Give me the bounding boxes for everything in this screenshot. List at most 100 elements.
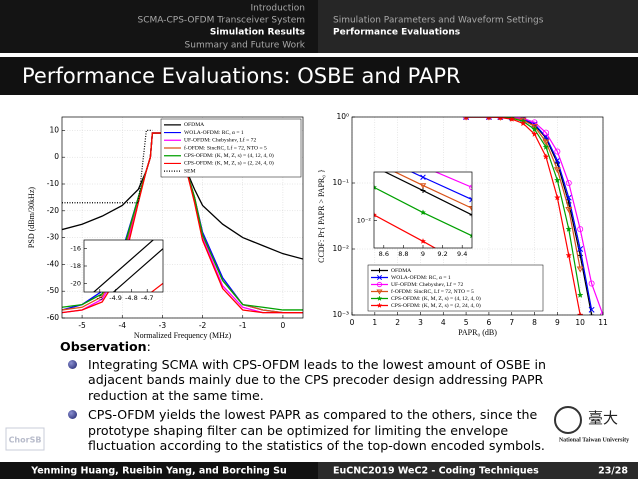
marker <box>419 209 427 216</box>
marker <box>469 184 472 191</box>
series-group <box>92 240 163 292</box>
x-tick-label: 9.2 <box>437 250 447 258</box>
marker <box>554 148 561 155</box>
plot-frame <box>61 116 304 319</box>
footer-event: EuCNC2019 WeC2 - Coding Techniques <box>333 466 539 477</box>
marker <box>531 125 538 133</box>
series-group <box>374 172 472 248</box>
y-tick-label: -50 <box>47 286 59 295</box>
y-tick-label: -60 <box>47 313 59 322</box>
marker <box>376 274 383 281</box>
footer-authors: Yenming Huang, Rueibin Yang, and Borchin… <box>30 466 287 477</box>
legend-label: CPS-OFDM: (K, M, Z, s) = (2, 24, 4, 0) <box>184 160 274 167</box>
nav-item[interactable]: Summary and Future Work <box>185 41 306 51</box>
x-tick-label: -4.8 <box>125 294 138 302</box>
marker <box>468 232 472 239</box>
legend-label: WOLA-OFDM: RC, α = 1 <box>391 275 451 281</box>
marker <box>542 153 550 160</box>
marker <box>577 246 584 252</box>
legend-label: CPS-OFDM: (K, M, Z, s) = (4, 12, 4, 0) <box>391 295 481 302</box>
observation: Observation: Integrating SCMA with CPS-O… <box>60 339 570 458</box>
marker <box>576 291 584 298</box>
nav-item[interactable]: Performance Evaluations <box>333 28 460 38</box>
marker <box>565 225 573 232</box>
marker <box>374 184 378 190</box>
marker <box>376 302 383 308</box>
legend-label: OFDMA <box>391 268 411 274</box>
series-line <box>466 117 603 315</box>
logo-frame <box>5 427 45 451</box>
nav-item[interactable]: Simulation Results <box>210 28 305 38</box>
y-tick-label: 10 <box>49 125 59 134</box>
marker <box>419 238 427 244</box>
marker <box>508 117 516 122</box>
x-tick-label: 8.6 <box>379 250 389 258</box>
marker <box>588 312 595 315</box>
y-tick-label: 10⁻³ <box>332 310 349 319</box>
marker <box>374 211 378 218</box>
ntu-emblem <box>554 406 582 434</box>
nav-item[interactable]: SCMA-CPS-OFDM Transceiver System <box>138 16 305 26</box>
plot-frame <box>351 116 604 316</box>
marker <box>542 129 549 136</box>
x-tick-label: 8.8 <box>398 250 408 258</box>
marker <box>497 117 503 121</box>
plot-frame <box>83 239 164 293</box>
marker <box>565 251 573 259</box>
x-tick-label: 9 <box>555 318 560 327</box>
series-line <box>393 172 472 209</box>
x-tick-label: 3 <box>418 318 423 327</box>
observation-heading: Observation <box>60 339 147 354</box>
y-tick-label: 10⁰ <box>336 112 349 121</box>
series-line <box>92 240 155 292</box>
nav-item[interactable]: Introduction <box>250 4 305 14</box>
nav-item[interactable]: Simulation Parameters and Waveform Setti… <box>333 16 544 26</box>
x-tick-label: -4.7 <box>141 294 154 302</box>
marker <box>468 206 472 212</box>
x-tick-label: -2 <box>199 321 207 330</box>
marker <box>576 311 584 315</box>
legend-label: f-OFDM: SincRC, Lf = 72, NTO = 5 <box>184 144 267 151</box>
legend-label: CPS-OFDM: (K, M, Z, s) = (2, 24, 4, 0) <box>391 302 481 309</box>
series-line <box>62 129 153 204</box>
slide-title: Performance Evaluations: OSBE and PAPR <box>22 64 461 88</box>
y-tick-label: -20 <box>70 279 81 287</box>
x-tick-label: -4.9 <box>109 294 122 302</box>
x-tick-label: 9.4 <box>457 250 467 258</box>
marker <box>553 167 561 174</box>
marker <box>588 306 595 313</box>
legend-label: CPS-OFDM: (K, M, Z, s) = (4, 12, 4, 0) <box>184 152 274 159</box>
y-tick-label: -10 <box>47 179 59 188</box>
marker <box>464 117 469 120</box>
x-tick-label: -1 <box>239 321 247 330</box>
y-axis-label: CCDF: Pr{ PAPR > PAPR₀ } <box>317 169 326 263</box>
x-tick-label: 9 <box>421 250 425 258</box>
y-tick-label: -40 <box>47 259 59 268</box>
marker <box>577 226 584 233</box>
marker <box>554 194 561 201</box>
y-tick-label: -20 <box>47 206 59 215</box>
observation-item: CPS-OFDM yields the lowest PAPR as compa… <box>68 407 570 454</box>
marker <box>419 183 427 189</box>
ntu-mark: 臺大 <box>588 409 618 427</box>
chart: -20 -18 -16 -5 -4.9 -4.8 -4.7 <box>70 239 164 302</box>
series-line <box>434 172 472 188</box>
x-tick-label: 8 <box>532 318 537 327</box>
x-tick-label: 5 <box>464 318 469 327</box>
chart: 10⁻² 8.6 8.8 9 9.2 9.4 <box>357 171 473 258</box>
legend-label: f-OFDM: SincRC, Lf = 72, NTO = 5 <box>391 288 474 295</box>
legend <box>367 264 544 312</box>
observation-item: Integrating SCMA with CPS-OFDM leads to … <box>68 357 570 404</box>
marker <box>576 266 584 273</box>
plot-frame <box>373 171 473 249</box>
y-tick-label: 10⁻² <box>332 244 349 253</box>
x-tick-label: 6 <box>487 318 492 327</box>
marker <box>565 194 572 201</box>
marker <box>377 268 382 273</box>
legend-label: WOLA-OFDM: RC, α = 1 <box>184 130 244 136</box>
marker <box>486 117 491 120</box>
y-tick-label: -16 <box>70 245 81 253</box>
marker <box>542 139 550 146</box>
